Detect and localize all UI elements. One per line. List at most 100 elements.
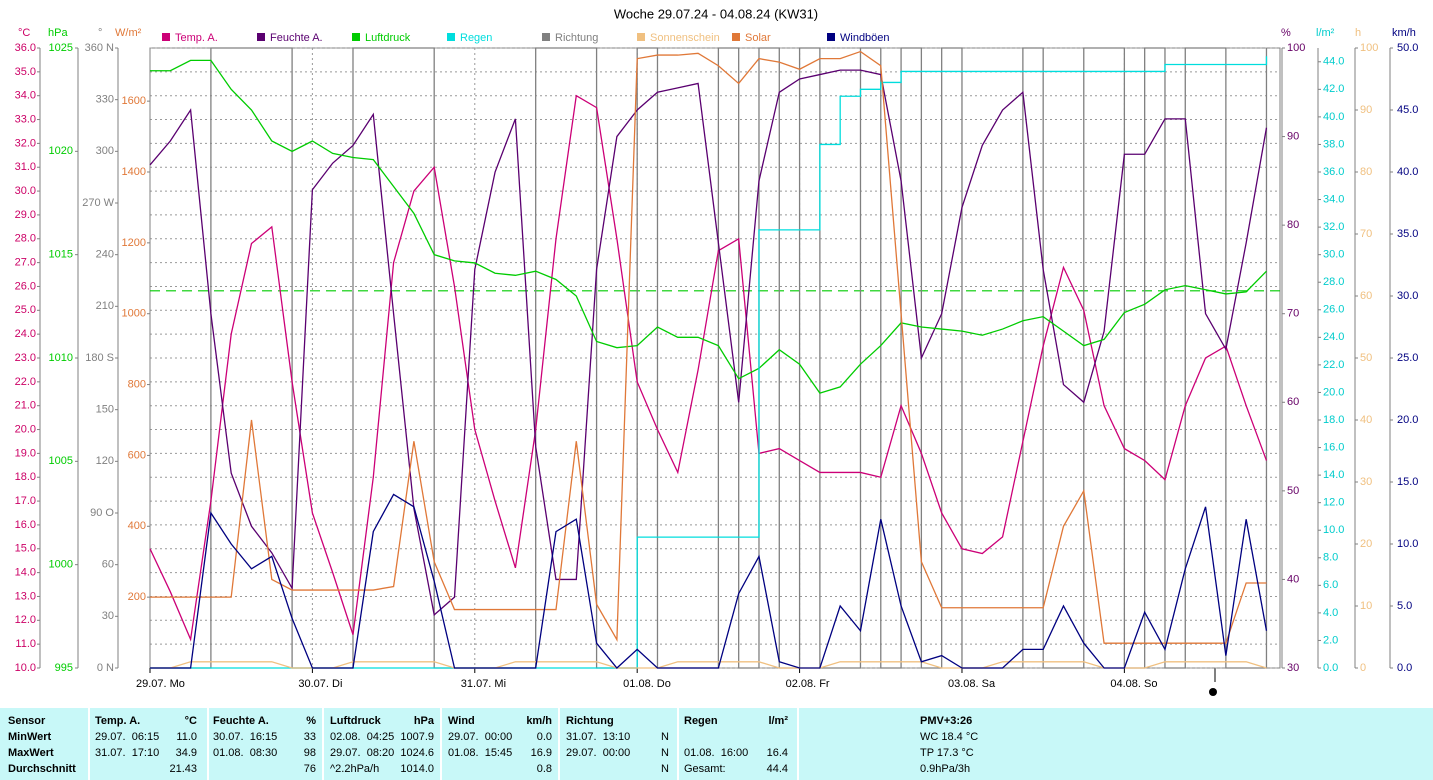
y-tick-label: 16.0 [1323, 441, 1344, 453]
cell-time: ^2.2hPa/h [330, 763, 380, 775]
cell-time: 02.08. 04:25 [330, 731, 395, 743]
legend-swatch [162, 33, 170, 41]
y-tick-label: 40.0 [1397, 166, 1418, 178]
cell-time: 01.08. 16:00 [684, 747, 749, 759]
x-tick-label: 03.08. Sa [948, 678, 996, 690]
y-tick-label: 120 [96, 455, 114, 467]
y-tick-label: 32.0 [15, 137, 36, 149]
column-separator [322, 708, 324, 780]
cell-time: 29.07. 06:15 [95, 731, 160, 743]
cell-time: 31.07. 13:10 [566, 731, 631, 743]
column-unit: l/m² [768, 715, 788, 727]
y-tick-label: 44.0 [1323, 56, 1344, 68]
legend-label: Sonnenschein [650, 32, 720, 44]
y-tick-label: 1020 [49, 145, 73, 157]
series-line [150, 661, 1267, 669]
y-tick-label: 34.0 [1323, 193, 1344, 205]
y-tick-label: 24.0 [15, 328, 36, 340]
y-tick-label: 240 [96, 249, 114, 261]
y-tick-label: 42.0 [1323, 83, 1344, 95]
y-tick-label: 20 [1360, 538, 1372, 550]
cell-time: 30.07. 16:15 [213, 731, 278, 743]
y-tick-label: 23.0 [15, 352, 36, 364]
column-unit: hPa [413, 715, 434, 727]
y-tick-label: 400 [128, 520, 146, 532]
y-tick-label: 30 [102, 610, 114, 622]
cell-value: 21.43 [169, 763, 197, 775]
y-tick-label: 70 [1287, 308, 1299, 320]
legend-label: Windböen [840, 32, 890, 44]
legend-swatch [637, 33, 645, 41]
column-unit: °C [184, 715, 197, 727]
cell-time: 29.07. 00:00 [566, 747, 631, 759]
legend-swatch [447, 33, 455, 41]
legend-label: Regen [460, 32, 492, 44]
x-tick-label: 30.07. Di [298, 678, 342, 690]
y-tick-label: 1005 [49, 455, 73, 467]
y-tick-label: 300 [96, 145, 114, 157]
y-tick-label: 33.0 [15, 113, 36, 125]
axis-unit: ° [98, 27, 102, 39]
y-tick-label: 15.0 [1397, 476, 1418, 488]
legend-label: Luftdruck [365, 32, 411, 44]
y-tick-label: 0.0 [1397, 662, 1412, 674]
column-separator [440, 708, 442, 780]
axis-unit: °C [18, 27, 30, 39]
column-header: Feuchte A. [213, 715, 269, 727]
column-separator [677, 708, 679, 780]
row-label: MinWert [8, 731, 52, 743]
legend-swatch [732, 33, 740, 41]
cell-time: 29.07. 08:20 [330, 747, 395, 759]
y-tick-label: 38.0 [1323, 138, 1344, 150]
y-tick-label: 80 [1360, 166, 1372, 178]
y-tick-label: 36.0 [1323, 166, 1344, 178]
y-tick-label: 40 [1360, 414, 1372, 426]
y-tick-label: 34.0 [15, 90, 36, 102]
y-tick-label: 1400 [122, 166, 146, 178]
y-tick-label: 90 [1287, 130, 1299, 142]
y-tick-label: 0.0 [1323, 662, 1338, 674]
y-tick-label: 30.0 [1397, 290, 1418, 302]
y-tick-label: 5.0 [1397, 600, 1412, 612]
y-tick-label: 200 [128, 591, 146, 603]
legend-swatch [352, 33, 360, 41]
y-tick-label: 4.0 [1323, 607, 1338, 619]
y-tick-label: 100 [1287, 42, 1305, 54]
pmv-title: PMV+3:26 [920, 715, 973, 727]
y-tick-label: 50 [1360, 352, 1372, 364]
y-tick-label: 14.0 [1323, 469, 1344, 481]
y-tick-label: 24.0 [1323, 331, 1344, 343]
y-tick-label: 29.0 [15, 209, 36, 221]
series-line [150, 47, 1268, 669]
series-line [149, 94, 1268, 642]
y-tick-label: 30.0 [1323, 249, 1344, 261]
y-tick-label: 21.0 [15, 400, 36, 412]
column-separator [797, 708, 799, 780]
y-tick-label: 28.0 [1323, 276, 1344, 288]
legend-swatch [257, 33, 265, 41]
x-tick-label: 02.08. Fr [786, 678, 830, 690]
y-tick-label: 90 [1360, 104, 1372, 116]
y-tick-label: 1000 [49, 559, 73, 571]
y-tick-label: 8.0 [1323, 552, 1338, 564]
column-header: Wind [448, 715, 475, 727]
cell-value: N [661, 747, 669, 759]
legend-swatch [827, 33, 835, 41]
x-tick-label: 01.08. Do [623, 678, 671, 690]
legend-swatch [542, 33, 550, 41]
y-tick-label: 100 [1360, 42, 1378, 54]
y-tick-label: 0 [1360, 662, 1366, 674]
cell-value: 33 [303, 731, 316, 743]
y-tick-label: 16.0 [15, 519, 36, 531]
y-tick-label: 50 [1287, 485, 1299, 497]
y-tick-label: 35.0 [1397, 228, 1418, 240]
series-line [150, 59, 1267, 394]
x-tick-label: 04.08. So [1110, 678, 1157, 690]
y-tick-label: 12.0 [1323, 497, 1344, 509]
chart-title: Woche 29.07.24 - 04.08.24 (KW31) [614, 6, 818, 21]
column-header: Temp. A. [95, 715, 141, 727]
legend-label: Richtung [555, 32, 598, 44]
cell-value: N [661, 763, 669, 775]
y-tick-label: 60 [1360, 290, 1372, 302]
pmv-line: 0.9hPa/3h [920, 763, 971, 775]
